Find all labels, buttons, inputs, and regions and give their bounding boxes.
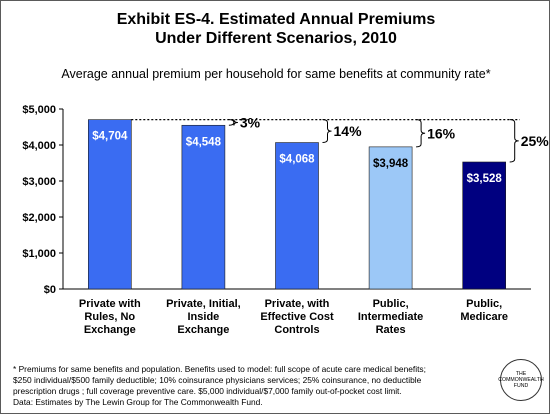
y-tick-label: $1,000 xyxy=(22,248,56,260)
y-tick-label: $0 xyxy=(44,284,56,296)
bar xyxy=(275,142,319,290)
percent-brace xyxy=(228,119,238,126)
bar xyxy=(462,161,507,290)
bar xyxy=(181,124,226,290)
logo-text: COMMONWEALTH xyxy=(498,377,544,383)
x-category-label: Private, Initial, xyxy=(166,298,241,310)
percent-brace xyxy=(416,119,426,148)
x-category-label: Private with xyxy=(79,298,141,310)
x-category-label: Exchange xyxy=(84,324,136,336)
y-tick-label: $5,000 xyxy=(22,104,56,116)
percent-label: 25% xyxy=(521,133,550,149)
bar-value-label: $3,528 xyxy=(467,173,503,185)
x-category-label: Exchange xyxy=(177,324,229,336)
x-category-label: Rules, No xyxy=(84,311,135,323)
bar-value-label: $4,704 xyxy=(92,131,128,143)
percent-brace xyxy=(322,119,332,144)
percent-brace xyxy=(509,119,519,163)
y-tick-label: $2,000 xyxy=(22,212,56,224)
bar-value-label: $4,548 xyxy=(186,136,222,148)
x-category-label: Public, xyxy=(466,298,502,310)
footnote-line: $250 individual/$500 family deductible; … xyxy=(13,375,422,385)
x-category-label: Rates xyxy=(376,324,406,336)
percent-label: 3% xyxy=(240,114,261,130)
footnote-line: * Premiums for same benefits and populat… xyxy=(13,364,426,374)
percent-label: 14% xyxy=(334,123,363,139)
x-category-label: Public, xyxy=(373,298,409,310)
footnote: * Premiums for same benefits and populat… xyxy=(13,364,483,408)
x-category-label: Effective Cost xyxy=(260,311,334,323)
bar-chart: $0 $1,000 $2,000 $3,000 $4,000 $5,000 $4,704 Pr… xyxy=(22,104,550,336)
chart-subtitle: Average annual premium per household for… xyxy=(61,67,491,81)
logo-text: FUND xyxy=(513,383,529,389)
y-tick-label: $3,000 xyxy=(22,176,56,188)
x-category-label: Intermediate xyxy=(358,311,423,323)
x-category-label: Medicare xyxy=(460,311,508,323)
chart-title-line-1: Exhibit ES-4. Estimated Annual Premiums xyxy=(116,11,436,28)
bar-value-label: $4,068 xyxy=(279,154,315,166)
y-tick-label: $4,000 xyxy=(22,140,56,152)
percent-label: 16% xyxy=(427,125,456,141)
bar xyxy=(88,119,132,290)
x-category-label: Inside xyxy=(188,311,220,323)
x-category-label: Controls xyxy=(274,324,319,336)
bar-value-label: $3,948 xyxy=(373,158,409,170)
footnote-line: Data: Estimates by The Lewin Group for T… xyxy=(13,397,263,407)
x-category-label: Private, with xyxy=(265,298,330,310)
footnote-line: prescription drugs ; full coverage preve… xyxy=(13,386,402,396)
bar xyxy=(368,146,413,290)
logo-text: THE xyxy=(515,371,527,377)
chart-title-line-2: Under Different Scenarios, 2010 xyxy=(155,30,397,47)
commonwealth-fund-logo: THE COMMONWEALTH FUND xyxy=(498,359,544,401)
